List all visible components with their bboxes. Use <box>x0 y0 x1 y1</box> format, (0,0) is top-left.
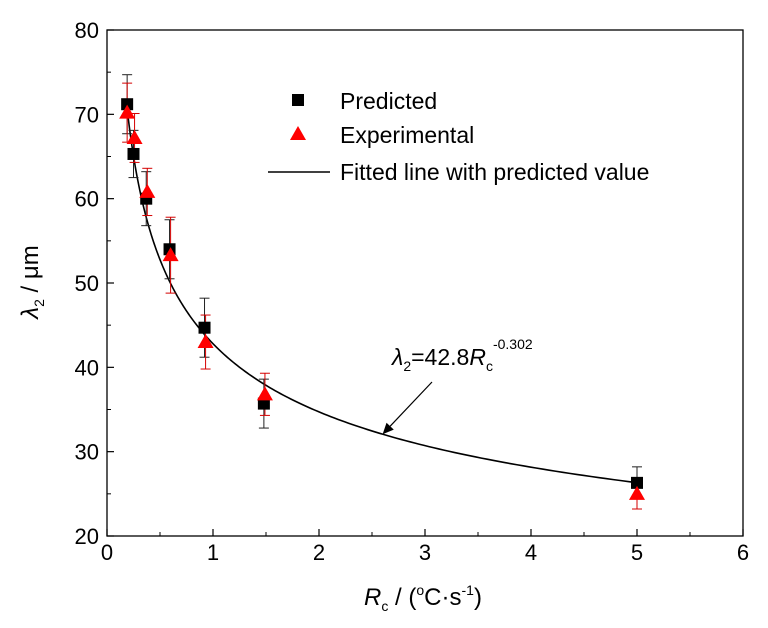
experimental-point <box>139 183 156 198</box>
experimental-point <box>256 386 273 401</box>
legend-square-marker <box>292 94 304 106</box>
x-tick-label: 4 <box>525 540 537 565</box>
legend: Predicted Experimental Fitted line with … <box>268 88 649 185</box>
fit-layer <box>125 98 638 484</box>
predicted-point <box>198 321 211 334</box>
annotation-equation: λ2=42.8Rc-0.302 <box>390 336 533 374</box>
annotation-arrowhead <box>382 422 394 435</box>
y-tick-label: 30 <box>75 440 99 465</box>
x-tick-label: 5 <box>631 540 643 565</box>
x-axis-title: Rc / (oC·s-1) <box>364 582 482 614</box>
predicted-point <box>121 98 134 111</box>
y-tick-label: 50 <box>75 271 99 296</box>
y-tick-label: 70 <box>75 102 99 127</box>
experimental-point <box>126 129 143 144</box>
annotation-equals: =42.8 <box>411 344 469 370</box>
annotation-exponent: -0.302 <box>493 336 533 352</box>
x-tick-label: 3 <box>419 540 431 565</box>
markers-layer <box>119 98 645 500</box>
legend-label-fitted-line: Fitted line with predicted value <box>340 159 649 185</box>
annotation-arrow <box>389 381 433 427</box>
experimental-point <box>197 334 214 349</box>
y-axis-title: λ2 / μm <box>17 245 47 320</box>
axis-ticks <box>106 29 744 537</box>
fit-equation-annotation: λ2=42.8Rc-0.302 <box>382 336 533 435</box>
y-tick-label: 80 <box>75 18 99 43</box>
annotation-r-sub: c <box>486 358 493 374</box>
annotation-lambda-sub: 2 <box>403 358 411 374</box>
y-tick-label: 20 <box>75 524 99 549</box>
fitted-curve <box>125 98 638 484</box>
x-tick-label: 1 <box>207 540 219 565</box>
experimental-point <box>162 247 179 262</box>
legend-label-experimental: Experimental <box>340 122 474 148</box>
x-tick-label: 0 <box>101 540 113 565</box>
x-tick-label: 6 <box>737 540 749 565</box>
y-tick-label: 60 <box>75 187 99 212</box>
predicted-point <box>631 476 643 489</box>
experimental-point <box>629 485 645 500</box>
legend-label-predicted: Predicted <box>340 88 437 114</box>
predicted-point <box>127 147 140 160</box>
annotation-lambda: λ <box>390 344 403 370</box>
y-tick-label: 40 <box>75 355 99 380</box>
annotation-r: R <box>469 344 486 370</box>
legend-triangle-marker <box>290 126 306 140</box>
experimental-point <box>119 104 136 119</box>
axis-tick-labels: 0 1 2 3 4 5 6 20 30 40 50 60 70 80 <box>75 18 750 565</box>
x-tick-label: 2 <box>313 540 325 565</box>
predicted-point <box>257 397 270 410</box>
